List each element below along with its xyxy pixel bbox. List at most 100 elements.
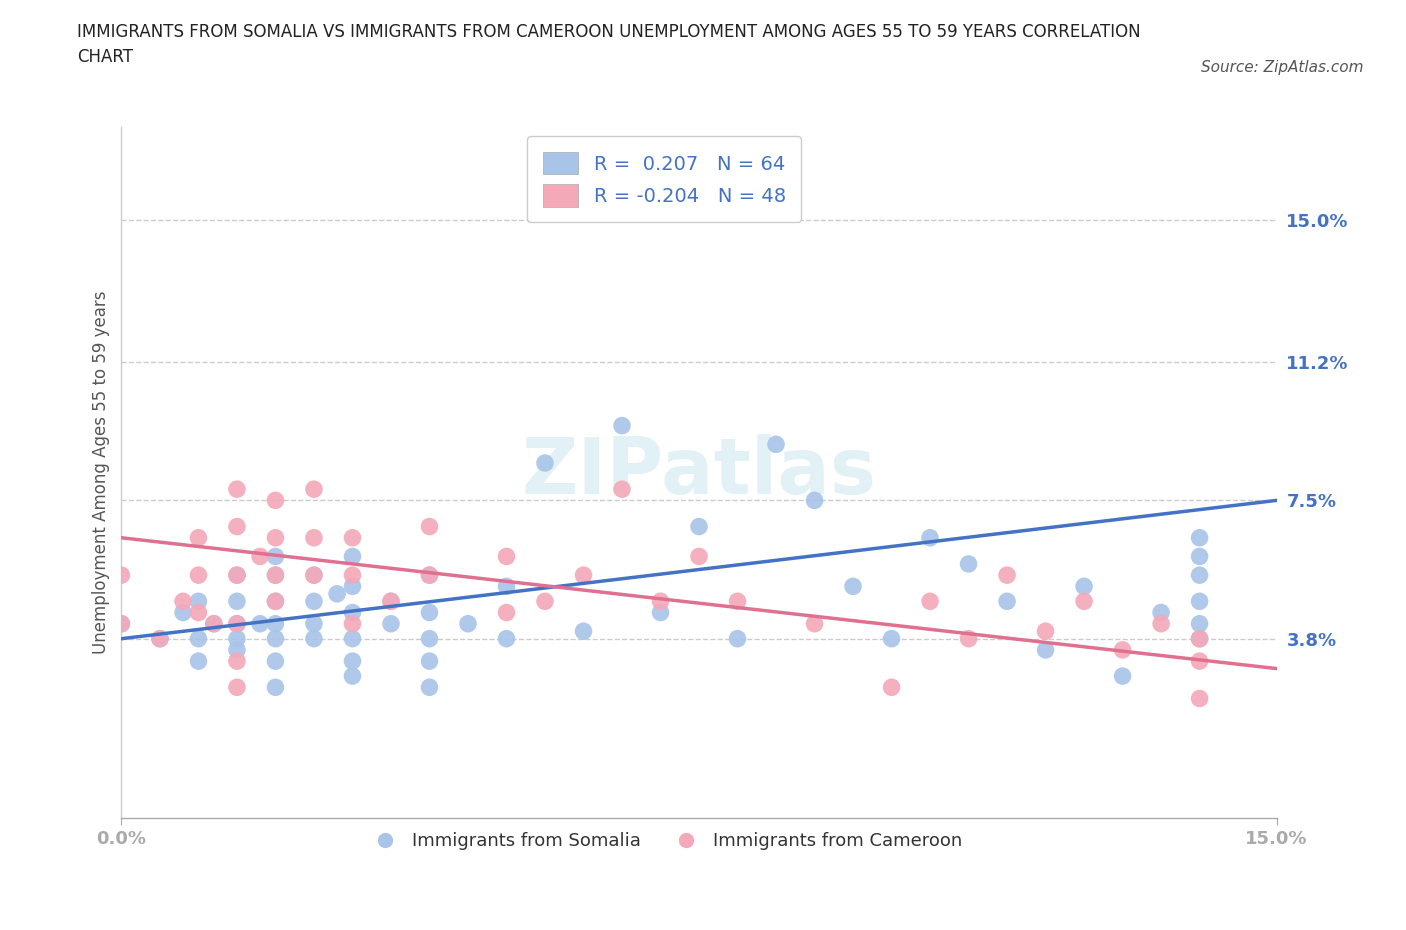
Point bbox=[187, 567, 209, 582]
Point bbox=[202, 617, 225, 631]
Point bbox=[226, 567, 249, 582]
Point bbox=[264, 549, 287, 564]
Point bbox=[995, 567, 1018, 582]
Point bbox=[187, 654, 209, 669]
Point bbox=[110, 617, 132, 631]
Point bbox=[226, 519, 249, 534]
Point bbox=[803, 493, 825, 508]
Point bbox=[264, 594, 287, 609]
Point bbox=[342, 567, 364, 582]
Point bbox=[302, 567, 325, 582]
Point bbox=[264, 493, 287, 508]
Point bbox=[610, 482, 633, 497]
Point bbox=[1188, 631, 1211, 646]
Point bbox=[842, 578, 865, 593]
Point bbox=[880, 680, 903, 695]
Point bbox=[172, 594, 194, 609]
Point bbox=[957, 631, 980, 646]
Point bbox=[995, 594, 1018, 609]
Point bbox=[534, 456, 557, 471]
Point bbox=[302, 530, 325, 545]
Point bbox=[380, 594, 402, 609]
Point bbox=[1035, 643, 1057, 658]
Point bbox=[326, 587, 349, 602]
Point bbox=[1188, 691, 1211, 706]
Point bbox=[110, 567, 132, 582]
Point bbox=[302, 567, 325, 582]
Point bbox=[302, 482, 325, 497]
Point bbox=[688, 519, 710, 534]
Point bbox=[727, 594, 749, 609]
Point bbox=[534, 594, 557, 609]
Point bbox=[765, 437, 787, 452]
Point bbox=[342, 631, 364, 646]
Point bbox=[495, 578, 517, 593]
Point bbox=[149, 631, 172, 646]
Point bbox=[187, 631, 209, 646]
Point bbox=[727, 631, 749, 646]
Point bbox=[226, 617, 249, 631]
Text: Source: ZipAtlas.com: Source: ZipAtlas.com bbox=[1201, 60, 1364, 75]
Point bbox=[957, 556, 980, 571]
Point bbox=[226, 567, 249, 582]
Point bbox=[342, 578, 364, 593]
Point bbox=[572, 567, 595, 582]
Point bbox=[418, 654, 440, 669]
Point bbox=[226, 631, 249, 646]
Point bbox=[1188, 567, 1211, 582]
Point bbox=[1188, 617, 1211, 631]
Point bbox=[226, 654, 249, 669]
Point bbox=[572, 624, 595, 639]
Point bbox=[187, 605, 209, 620]
Point bbox=[264, 617, 287, 631]
Point bbox=[495, 631, 517, 646]
Point bbox=[418, 631, 440, 646]
Point bbox=[249, 617, 271, 631]
Point bbox=[264, 654, 287, 669]
Point bbox=[1073, 578, 1095, 593]
Point bbox=[149, 631, 172, 646]
Point bbox=[1111, 643, 1133, 658]
Point bbox=[1188, 654, 1211, 669]
Point bbox=[1188, 549, 1211, 564]
Point bbox=[342, 530, 364, 545]
Point bbox=[226, 680, 249, 695]
Point bbox=[226, 482, 249, 497]
Point bbox=[418, 680, 440, 695]
Point bbox=[1188, 530, 1211, 545]
Point bbox=[264, 567, 287, 582]
Text: IMMIGRANTS FROM SOMALIA VS IMMIGRANTS FROM CAMEROON UNEMPLOYMENT AMONG AGES 55 T: IMMIGRANTS FROM SOMALIA VS IMMIGRANTS FR… bbox=[77, 23, 1140, 66]
Point bbox=[302, 631, 325, 646]
Point bbox=[418, 567, 440, 582]
Legend: Immigrants from Somalia, Immigrants from Cameroon: Immigrants from Somalia, Immigrants from… bbox=[360, 825, 969, 857]
Point bbox=[264, 680, 287, 695]
Point bbox=[1150, 605, 1173, 620]
Text: ZIPatlas: ZIPatlas bbox=[522, 434, 876, 511]
Point bbox=[342, 549, 364, 564]
Point bbox=[1188, 631, 1211, 646]
Point bbox=[380, 617, 402, 631]
Point bbox=[264, 631, 287, 646]
Point bbox=[202, 617, 225, 631]
Point bbox=[249, 549, 271, 564]
Point bbox=[418, 605, 440, 620]
Point bbox=[457, 617, 479, 631]
Point bbox=[918, 530, 941, 545]
Point bbox=[1111, 669, 1133, 684]
Point bbox=[650, 594, 672, 609]
Point bbox=[226, 594, 249, 609]
Point bbox=[803, 617, 825, 631]
Point bbox=[264, 594, 287, 609]
Y-axis label: Unemployment Among Ages 55 to 59 years: Unemployment Among Ages 55 to 59 years bbox=[93, 290, 110, 654]
Point bbox=[1188, 594, 1211, 609]
Point bbox=[226, 643, 249, 658]
Point bbox=[110, 617, 132, 631]
Point bbox=[172, 605, 194, 620]
Point bbox=[1035, 624, 1057, 639]
Point bbox=[495, 549, 517, 564]
Point bbox=[226, 617, 249, 631]
Point bbox=[688, 549, 710, 564]
Point bbox=[302, 617, 325, 631]
Point bbox=[1073, 594, 1095, 609]
Point bbox=[302, 594, 325, 609]
